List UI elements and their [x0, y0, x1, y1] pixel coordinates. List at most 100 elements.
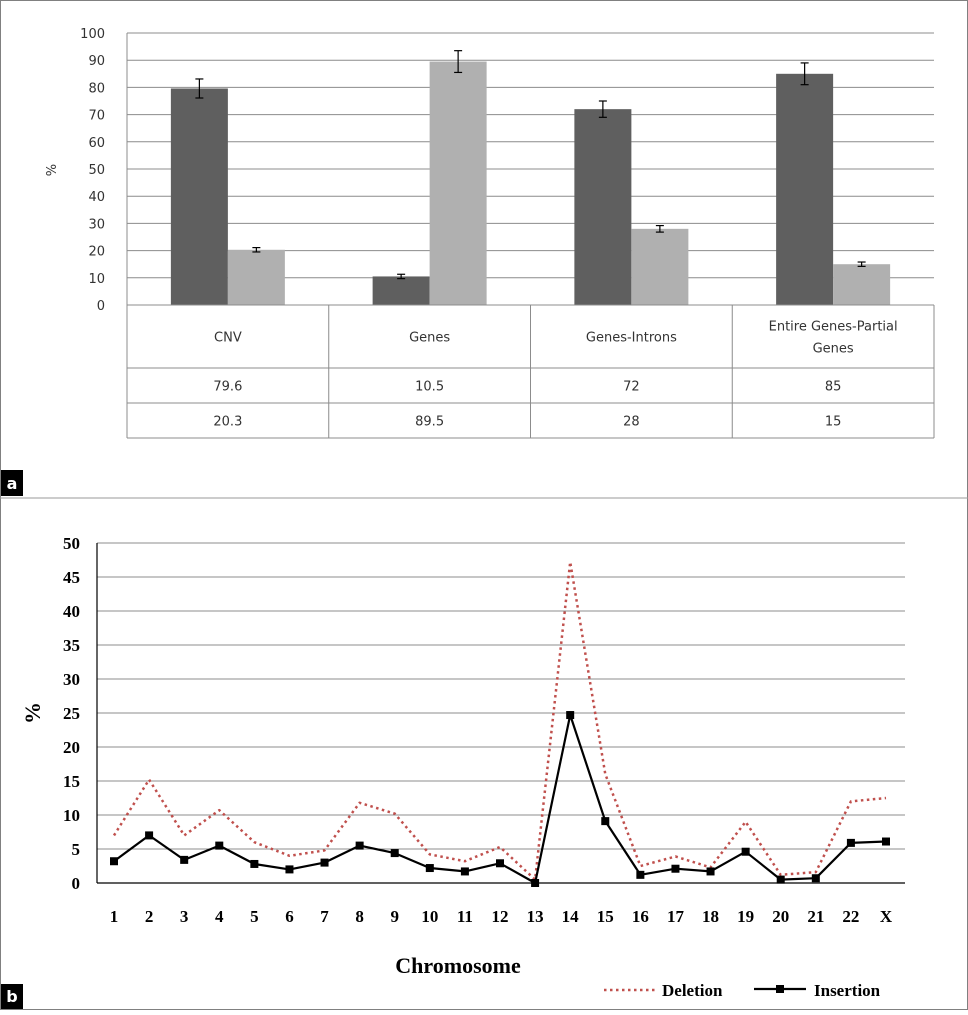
panel-b-marker-insertion: [425, 864, 434, 873]
panel-b-y-tick-label: 40: [63, 602, 80, 621]
panel-a-table-category: Genes-Introns: [586, 331, 677, 346]
panel-a-table-category: Genes: [813, 342, 854, 357]
panel-a-y-tick-label: 0: [97, 299, 105, 314]
panel-b-marker-insertion: [811, 874, 820, 883]
panel-a-label-box: [1, 470, 23, 496]
panel-a-bar: [227, 249, 285, 305]
panel-b-y-tick-label: 10: [63, 806, 80, 825]
panel-b-legend: Deletion Insertion: [604, 981, 881, 1000]
panel-a-table-value: 28: [623, 415, 640, 430]
panel-b-x-tick-label: 5: [250, 907, 259, 926]
panel-b-x-axis-label: Chromosome: [395, 953, 521, 978]
panel-a-table-value: 15: [825, 415, 842, 430]
panel-a-bar: [776, 73, 834, 305]
panel-a-table-category: CNV: [214, 331, 242, 346]
panel-b-x-tick-label: 13: [527, 907, 544, 926]
panel-b-y-tick-label: 50: [63, 534, 80, 553]
panel-b-marker-insertion: [882, 837, 890, 846]
panel-a-bar: [833, 264, 891, 305]
panel-a-table-value: 85: [825, 380, 842, 395]
panel-b-x-tick-label: 20: [772, 907, 789, 926]
panel-a-bars: [170, 61, 891, 306]
panel-a-bar: [574, 109, 632, 305]
panel-a-bar: [631, 228, 689, 305]
panel-b-marker-insertion: [355, 841, 364, 850]
panel-b-x-tick-label: 19: [737, 907, 754, 926]
panel-b-x-tick-label: 18: [702, 907, 719, 926]
panel-a-table-value: 89.5: [415, 415, 444, 430]
panel-b-gridlines: [96, 542, 905, 884]
panel-b-x-tick-labels: 1 2 3 4 5 6 7 8 9 10 11 12 13 14 15 16 17 18 19 20 21 22 X: [110, 907, 893, 926]
panel-b-y-tick-label: 30: [63, 670, 80, 689]
legend-insertion-label: Insertion: [814, 981, 881, 1000]
panel-b-marker-insertion: [636, 870, 645, 879]
panel-a-y-tick-labels: 0 10 20 30 40 50 60 70 80 90 100: [80, 27, 105, 314]
panel-b-x-tick-label: 12: [492, 907, 509, 926]
panel-b-x-tick-label: 9: [390, 907, 399, 926]
panel-b-marker-insertion: [250, 859, 259, 868]
panel-b-y-tick-label: 0: [72, 874, 81, 893]
panel-b-x-tick-label: 1: [110, 907, 119, 926]
panel-a-data-table: CNV 79.6 20.3 Genes 10.5 89.5 Genes-Introns 72 2…: [126, 304, 935, 439]
panel-b-marker-insertion: [496, 859, 504, 868]
panel-a-table-category: Entire Genes-Partial: [769, 320, 898, 335]
panel-b-marker-insertion: [671, 864, 680, 873]
panel-b-marker-insertion: [531, 879, 540, 887]
panel-b-y-tick-label: 25: [63, 704, 80, 723]
panel-a-y-tick-label: 10: [88, 272, 105, 287]
panel-a-y-tick-label: 50: [88, 163, 105, 178]
panel-b-marker-insertion: [776, 875, 785, 884]
panel-a-y-tick-label: 20: [88, 245, 105, 260]
panel-a-table-category: Genes: [409, 331, 450, 346]
panel-b-marker-insertion: [846, 838, 855, 847]
panel-a-table-value: 20.3: [213, 415, 242, 430]
panel-b-marker-insertion: [566, 711, 575, 720]
panel-a-y-tick-label: 40: [88, 190, 105, 205]
panel-b-insertion-markers: [110, 711, 890, 887]
panel-b-x-tick-label: 16: [632, 907, 649, 926]
panel-b-y-tick-labels: 0 5 10 15 20 25 30 35 40 45 50: [63, 534, 80, 893]
panel-b-x-tick-label: 4: [215, 907, 224, 926]
panel-b-x-tick-label: 3: [180, 907, 189, 926]
panel-a-y-axis-label: %: [45, 164, 60, 176]
panel-b-y-tick-label: 45: [63, 568, 80, 587]
panel-b-x-tick-label: 10: [421, 907, 438, 926]
panel-a-table-value: 10.5: [415, 380, 444, 395]
panel-b-marker-insertion: [110, 857, 118, 866]
panel-b-label: b: [6, 987, 17, 1006]
panel-b-label-box: [1, 984, 23, 1009]
legend-insertion-marker: [776, 985, 784, 993]
panel-b-marker-insertion: [460, 867, 469, 876]
panel-b-x-tick-label: 2: [145, 907, 154, 926]
panel-b-y-tick-label: 15: [63, 772, 80, 791]
panel-b-x-tick-label: 14: [562, 907, 580, 926]
panel-b-x-tick-label: 21: [807, 907, 824, 926]
panel-a-y-tick-label: 30: [88, 217, 105, 232]
panel-b-x-tick-label: 8: [355, 907, 364, 926]
panel-b-x-tick-label: 15: [597, 907, 614, 926]
panel-a-y-tick-label: 60: [88, 136, 105, 151]
panel-b-marker-insertion: [706, 867, 715, 876]
panel-b-marker-insertion: [180, 855, 189, 864]
panel-b-x-tick-label: 6: [285, 907, 294, 926]
panel-a-y-tick-label: 80: [88, 81, 105, 96]
panel-b-x-tick-label: 22: [842, 907, 859, 926]
panel-a-y-tick-label: 90: [88, 54, 105, 69]
panel-a-bar-chart: 0 10 20 30 40 50 60 70 80 90 100 CNV 79.6 20.3 Genes 1…: [1, 27, 935, 496]
panel-b-x-tick-label: 11: [457, 907, 473, 926]
panel-b-y-axis-label: %: [20, 702, 45, 724]
panel-a-bar: [372, 276, 430, 305]
panel-b-marker-insertion: [320, 858, 329, 867]
legend-deletion-label: Deletion: [662, 981, 723, 1000]
panel-b-marker-insertion: [601, 817, 610, 826]
panel-b-marker-insertion: [390, 849, 399, 858]
panel-b-y-tick-label: 5: [72, 840, 81, 859]
panel-a-error-bars: [195, 50, 866, 280]
panel-a-label: a: [7, 474, 18, 493]
panel-a-bar: [170, 88, 228, 305]
panel-b-marker-insertion: [741, 847, 750, 856]
panel-a-bar: [429, 61, 487, 306]
panel-b-y-tick-label: 20: [63, 738, 80, 757]
